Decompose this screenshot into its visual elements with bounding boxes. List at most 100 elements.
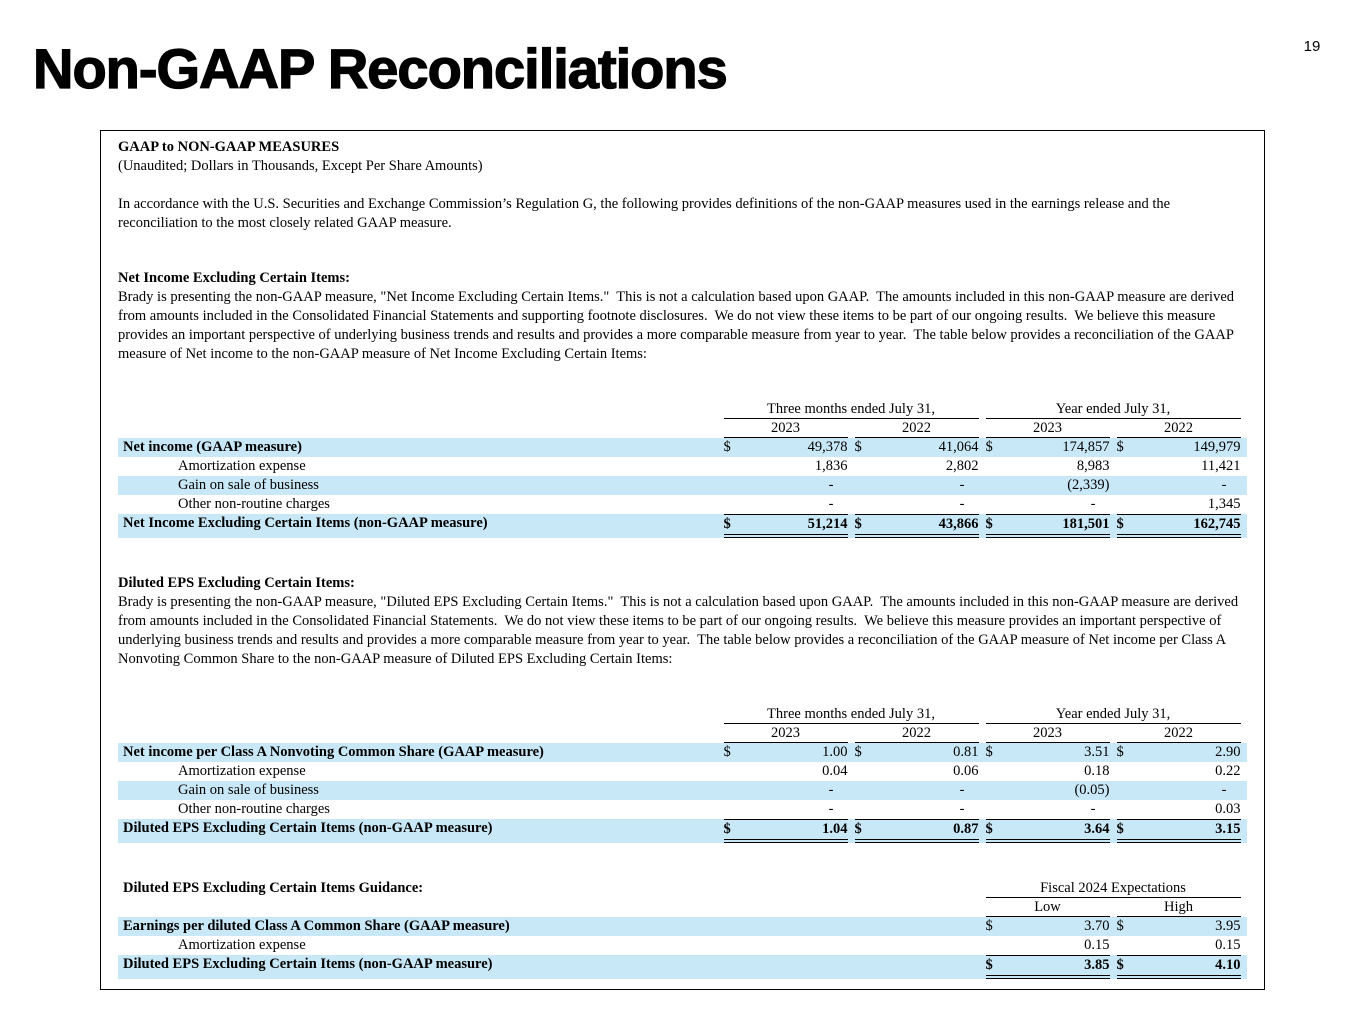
row-label: Diluted EPS Excluding Certain Items (non… <box>123 956 493 972</box>
value-cell: $149,979 <box>1117 438 1241 457</box>
cell-value: 51,214 <box>807 516 848 532</box>
dollar-sign: $ <box>1116 957 1124 973</box>
table-row: Net income (GAAP measure) $49,378 $41,064 $… <box>118 438 1247 457</box>
value-cell: $181,501 <box>985 514 1110 538</box>
cell-value: 11,421 <box>1201 458 1241 474</box>
cell-value: 1,836 <box>814 458 848 474</box>
row-label: Gain on sale of business <box>178 477 319 493</box>
dollar-sign: $ <box>1116 918 1124 934</box>
table-row: Diluted EPS Excluding Certain Items (non… <box>118 819 1247 843</box>
value-cell: $2.90 <box>1117 743 1241 762</box>
dollar-sign: $ <box>723 744 731 760</box>
dollar-sign: $ <box>1116 439 1124 455</box>
cell-value: 3.64 <box>1084 821 1110 837</box>
cell-value: - <box>828 477 834 493</box>
value-cell: $51,214 <box>723 514 848 538</box>
row-label: Other non-routine charges <box>178 496 330 512</box>
table-row: Net Income Excluding Certain Items (non-… <box>118 514 1247 538</box>
value-cell: $0.06 <box>855 762 978 781</box>
table-column-header-row: 2023 2022 2023 2022 <box>118 724 1247 743</box>
value-cell: $1.04 <box>723 819 848 843</box>
value-cell: $- <box>855 495 979 514</box>
table-row: Amortization expense $1,836 $2,802 $8,983 $1… <box>118 457 1247 476</box>
column-year-header: 2022 <box>1116 419 1241 438</box>
cell-value: 2.90 <box>1215 744 1241 760</box>
net-income-table: Three months ended July 31, Year ended Ju… <box>118 400 1247 538</box>
cell-value: 1.00 <box>822 744 848 760</box>
table-group-header-row: Diluted EPS Excluding Certain Items Guid… <box>118 879 1247 898</box>
column-group-header: Three months ended July 31, <box>723 705 979 724</box>
dollar-sign: $ <box>1116 744 1124 760</box>
cell-value: 1,345 <box>1207 496 1241 512</box>
table-column-header-row: Low High <box>118 898 1247 917</box>
cell-value: - <box>828 801 834 817</box>
net-income-section-heading: Net Income Excluding Certain Items: <box>118 270 350 286</box>
table-row: Other non-routine charges $- $- $- $0.03 <box>118 800 1247 819</box>
table-section-heading <box>118 705 720 724</box>
cell-value: 181,501 <box>1062 516 1110 532</box>
value-cell: $162,745 <box>1116 514 1241 538</box>
cell-value: - <box>828 496 834 512</box>
table-row: Amortization expense $0.15 $0.15 <box>118 936 1247 955</box>
dollar-sign: $ <box>854 516 862 532</box>
value-cell: $(0.05) <box>986 781 1110 800</box>
dollar-sign: $ <box>1116 516 1124 532</box>
row-label: Net income (GAAP measure) <box>123 439 302 455</box>
row-label: Diluted EPS Excluding Certain Items (non… <box>123 820 493 836</box>
cell-value: 4.10 <box>1215 957 1241 973</box>
cell-value: - <box>1221 477 1227 493</box>
column-group-header: Year ended July 31, <box>985 705 1241 724</box>
cell-value: 2,802 <box>945 458 979 474</box>
cell-value: 0.15 <box>1084 937 1110 953</box>
net-income-section: Net Income Excluding Certain Items: Brad… <box>118 269 1247 364</box>
cell-value: 0.81 <box>953 744 979 760</box>
column-year-header: 2023 <box>723 724 848 743</box>
value-cell: $1,345 <box>1117 495 1241 514</box>
value-cell: $3.85 <box>985 955 1110 979</box>
value-cell: $0.15 <box>1117 936 1240 955</box>
value-cell: $- <box>724 495 848 514</box>
cell-value: - <box>828 782 834 798</box>
cell-value: 162,745 <box>1193 516 1241 532</box>
table-column-header-row: 2023 2022 2023 2022 <box>118 419 1247 438</box>
value-cell: $174,857 <box>986 438 1110 457</box>
header-spacer <box>118 419 720 438</box>
value-cell: $1.00 <box>724 743 848 762</box>
document-box: GAAP to NON-GAAP MEASURES (Unaudited; Do… <box>100 130 1265 990</box>
cell-value: 41,064 <box>938 439 979 455</box>
guidance-table: Diluted EPS Excluding Certain Items Guid… <box>118 879 1247 979</box>
table-row: Gain on sale of business $- $- $(0.05) $- <box>118 781 1247 800</box>
dollar-sign: $ <box>985 439 993 455</box>
table-group-header-row: Three months ended July 31, Year ended Ju… <box>118 400 1247 419</box>
dollar-sign: $ <box>854 744 862 760</box>
dollar-sign: $ <box>854 439 862 455</box>
column-year-header: 2023 <box>985 419 1110 438</box>
cell-value: (0.05) <box>1074 782 1110 798</box>
value-cell: $0.04 <box>724 762 847 781</box>
value-cell: $0.03 <box>1117 800 1241 819</box>
table-section-heading: Diluted EPS Excluding Certain Items Guid… <box>123 880 424 896</box>
value-cell: $43,866 <box>854 514 979 538</box>
value-cell: $3.15 <box>1116 819 1241 843</box>
value-cell: $3.70 <box>986 917 1110 936</box>
value-cell: $49,378 <box>724 438 848 457</box>
net-income-section-paragraph: Brady is presenting the non-GAAP measure… <box>118 289 1238 362</box>
value-cell: $3.51 <box>986 743 1110 762</box>
cell-value: - <box>959 477 965 493</box>
table-row: Gain on sale of business $- $- $(2,339) $- <box>118 476 1247 495</box>
value-cell: $- <box>855 800 979 819</box>
cell-value: - <box>959 801 965 817</box>
table-row: Other non-routine charges $- $- $- $1,345 <box>118 495 1247 514</box>
value-cell: $(2,339) <box>986 476 1110 495</box>
value-cell: $- <box>855 476 979 495</box>
cell-value: 8,983 <box>1076 458 1110 474</box>
value-cell: $- <box>986 800 1110 819</box>
cell-value: - <box>959 782 965 798</box>
row-label: Other non-routine charges <box>178 801 330 817</box>
cell-value: (2,339) <box>1067 477 1110 493</box>
cell-value: 0.03 <box>1215 801 1241 817</box>
cell-value: 0.22 <box>1215 763 1241 779</box>
column-group-header: Three months ended July 31, <box>723 400 979 419</box>
row-label: Net income per Class A Nonvoting Common … <box>123 744 544 760</box>
cell-value: 3.95 <box>1215 918 1241 934</box>
